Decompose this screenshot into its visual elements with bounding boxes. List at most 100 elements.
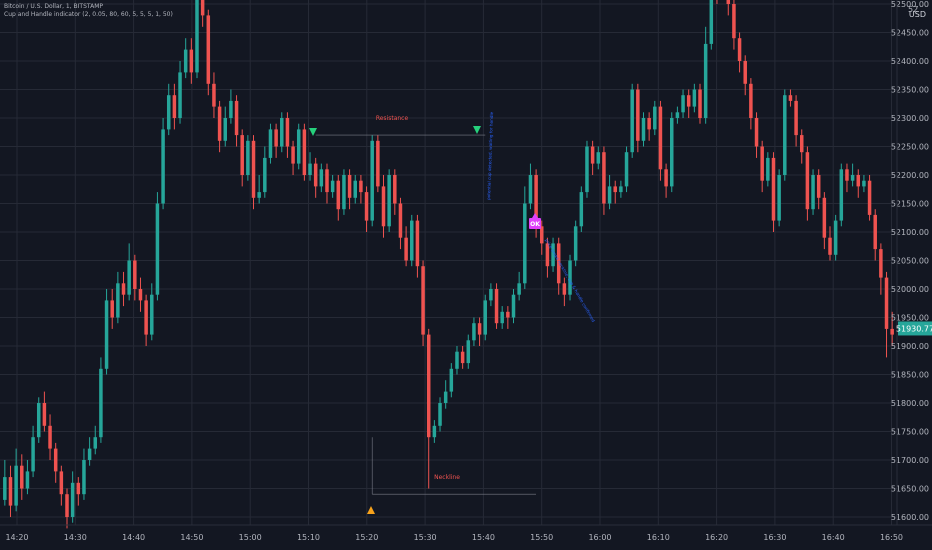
candle-body	[308, 163, 312, 175]
candle-body	[743, 61, 747, 84]
candle-body	[426, 334, 431, 438]
candle-body	[432, 425, 437, 438]
price-tick-label: 52500.00	[891, 0, 929, 9]
price-tick-label: 51600.00	[891, 513, 929, 522]
price-tick-label: 52050.00	[891, 257, 929, 266]
candle-body	[754, 118, 759, 147]
candle-body	[212, 83, 216, 107]
candle-body	[381, 186, 386, 227]
price-tick-label: 52300.00	[891, 114, 929, 123]
candle-body	[25, 471, 30, 489]
candle-body	[822, 197, 827, 238]
candle-body	[347, 175, 352, 198]
candle-body	[104, 300, 109, 369]
candle-body	[257, 192, 261, 198]
candle-body	[630, 89, 634, 153]
candle-body	[302, 129, 307, 175]
candle-body	[449, 368, 454, 392]
candle-body	[223, 118, 228, 141]
candle-body	[489, 289, 493, 301]
time-tick-label: 15:30	[414, 533, 437, 542]
price-tick-label: 52450.00	[891, 29, 929, 38]
candle-body	[455, 351, 459, 369]
candle-body	[540, 226, 544, 244]
candle-body	[867, 180, 872, 215]
candle-body	[528, 175, 533, 204]
candle-body	[675, 112, 680, 118]
candle-body	[613, 186, 617, 193]
candle-body	[511, 294, 516, 318]
time-tick-label: 14:20	[5, 533, 28, 542]
candle-body	[178, 72, 182, 118]
candles	[3, 0, 894, 529]
candle-body	[607, 186, 612, 204]
candle-body	[138, 289, 143, 301]
candle-body	[619, 186, 623, 193]
time-tick-label: 14:40	[122, 533, 145, 542]
candle-body	[387, 175, 391, 227]
neckline-label: Neckline	[434, 474, 460, 481]
ok-arrow	[532, 213, 538, 218]
candle-body	[669, 118, 674, 187]
candle-body	[268, 129, 273, 158]
candle-body	[421, 266, 425, 335]
time-tick-label: 16:00	[588, 533, 611, 542]
candle-body	[884, 277, 889, 329]
candle-body	[87, 448, 92, 460]
candle-body	[8, 477, 13, 506]
candle-body	[127, 260, 131, 295]
triangle-down-marker	[309, 128, 317, 136]
price-axis[interactable]: 51600.00 51650.00 51700.00 51750.00 51800.00…	[891, 0, 932, 525]
candle-body	[879, 249, 883, 278]
candle-body	[579, 192, 584, 227]
candle-body	[263, 157, 267, 193]
time-axis[interactable]: 14:20 14:30 14:40 14:50 15:00 15:10 15:20 15:30…	[0, 524, 932, 542]
candle-body	[336, 180, 341, 210]
candle-body	[477, 323, 482, 335]
time-tick-label: 16:10	[647, 533, 670, 542]
candle-body	[590, 146, 595, 164]
candle-body	[545, 243, 550, 267]
candle-body	[460, 351, 465, 364]
candle-body	[31, 437, 35, 472]
candle-body	[624, 152, 629, 187]
current-price-tag	[898, 321, 932, 336]
candle-body	[319, 169, 324, 187]
candle-body	[862, 180, 866, 187]
candle-body	[653, 106, 657, 130]
candle-body	[856, 175, 861, 187]
candle-body	[551, 243, 555, 267]
candle-body	[568, 260, 572, 295]
candle-body	[664, 169, 668, 187]
candle-body	[833, 220, 838, 255]
ok-box	[529, 218, 541, 229]
candle-body	[285, 118, 290, 147]
candle-body	[20, 465, 24, 489]
currency-label: USD	[908, 10, 926, 19]
candle-body	[698, 89, 702, 118]
candle-body	[234, 100, 239, 136]
time-tick-label: 16:20	[705, 533, 728, 542]
candle-body	[93, 437, 98, 449]
candle-body	[313, 163, 318, 187]
triangle-up-marker	[367, 506, 375, 514]
candle-body	[771, 157, 776, 221]
candle-body	[483, 300, 487, 335]
candle-body	[65, 494, 69, 517]
candle-body	[799, 135, 804, 153]
candle-body	[404, 237, 408, 261]
candle-body	[726, 0, 731, 4]
candle-body	[873, 214, 877, 250]
candle-body	[415, 220, 420, 267]
indicator-title: Cup and Handle indicator (2, 0.05, 80, 6…	[4, 11, 173, 18]
current-price-label: 51930.77	[896, 324, 932, 333]
resistance-label: Resistance	[376, 115, 409, 122]
time-tick-label: 15:20	[355, 533, 378, 542]
candle-body	[183, 49, 188, 73]
price-tick-label: 52150.00	[891, 200, 929, 209]
candle-body	[438, 403, 442, 426]
candle-body	[686, 95, 691, 107]
candle-body	[783, 95, 787, 175]
candle-body	[636, 89, 640, 141]
